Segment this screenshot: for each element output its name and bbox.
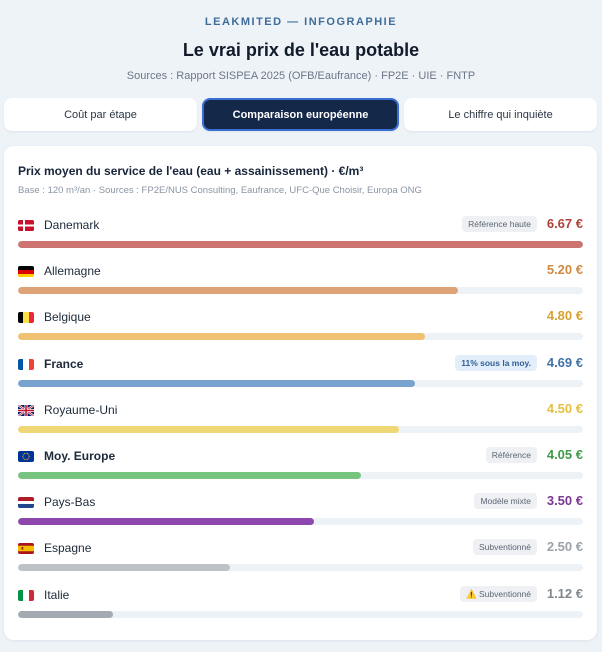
country-name: Moy. Europe bbox=[44, 448, 116, 463]
country-row: France 11% sous la moy. 4.69 € bbox=[18, 351, 583, 397]
bar-track bbox=[18, 333, 583, 341]
sources-line: Sources : Rapport SISPEA 2025 (OFB/Eaufr… bbox=[126, 70, 476, 82]
status-badge: Référence bbox=[485, 446, 537, 463]
country-row: Allemagne 5.20 € bbox=[18, 258, 583, 304]
status-badge: Modèle mixte bbox=[474, 493, 537, 510]
price-value: 6.67 € bbox=[546, 216, 583, 231]
price-value: 4.80 € bbox=[546, 308, 583, 324]
flag-united-kingdom-icon bbox=[18, 404, 34, 416]
price-bar bbox=[18, 333, 425, 341]
price-bar bbox=[18, 287, 459, 295]
country-name: Espagne bbox=[44, 541, 92, 556]
bar-track bbox=[18, 287, 583, 295]
flag-italy-icon bbox=[18, 589, 34, 601]
price-bar bbox=[18, 379, 416, 387]
price-bar bbox=[18, 518, 315, 526]
status-badge: 11% sous la moy. bbox=[455, 354, 537, 371]
price-bar bbox=[18, 241, 583, 248]
price-value: 2.50 € bbox=[546, 539, 583, 555]
country-bar-list: Danemark Référence haute 6.67 € Allemagne 5.… bbox=[18, 212, 583, 628]
bar-track bbox=[18, 379, 583, 387]
price-value: 4.50 € bbox=[546, 400, 583, 416]
country-row: Belgique 4.80 € bbox=[18, 304, 583, 350]
country-name: Pays-Bas bbox=[44, 495, 96, 510]
tab-worrying-figure[interactable]: Le chiffre qui inquiète bbox=[404, 98, 597, 131]
price-value: 5.20 € bbox=[546, 262, 583, 278]
country-name: Royaume-Uni bbox=[44, 402, 118, 417]
price-value: 3.50 € bbox=[546, 493, 583, 509]
flag-belgium-icon bbox=[18, 312, 34, 324]
flag-france-icon bbox=[18, 358, 34, 370]
tab-european-comparison[interactable]: Comparaison européenne bbox=[202, 98, 399, 131]
price-bar bbox=[18, 425, 400, 433]
country-row: Royaume-Uni 4.50 € bbox=[18, 397, 583, 443]
card-title: Prix moyen du service de l'eau (eau + as… bbox=[18, 164, 364, 178]
country-row: Pays-Bas Modèle mixte 3.50 € bbox=[18, 489, 583, 535]
page-header: LEAKMITED — INFOGRAPHIE Le vrai prix de … bbox=[0, 0, 602, 83]
price-value: 4.69 € bbox=[546, 354, 583, 370]
card-subtitle: Base : 120 m³/an · Sources : FP2E/NUS Co… bbox=[18, 185, 422, 196]
country-name: Belgique bbox=[44, 310, 91, 325]
tab-cost-per-step[interactable]: Coût par étape bbox=[4, 98, 197, 131]
bar-track bbox=[18, 610, 583, 618]
bar-track bbox=[18, 518, 583, 526]
country-row: Moy. Europe Référence 4.05 € bbox=[18, 443, 583, 489]
price-value: 4.05 € bbox=[546, 446, 583, 462]
bar-track bbox=[18, 564, 583, 572]
country-name: Allemagne bbox=[44, 264, 101, 279]
brand-label: LEAKMITED — INFOGRAPHIE bbox=[204, 16, 398, 28]
country-name: France bbox=[44, 356, 84, 371]
country-row: Italie ⚠️ Subventionné 1.12 € bbox=[18, 582, 583, 628]
country-name: Italie bbox=[44, 587, 70, 602]
tab-bar: Coût par étape Comparaison européenne Le… bbox=[4, 98, 597, 131]
price-bar bbox=[18, 471, 362, 479]
page-title: Le vrai prix de l'eau potable bbox=[182, 40, 420, 60]
status-badge: Référence haute bbox=[462, 216, 537, 232]
country-row: Espagne Subventionné 2.50 € bbox=[18, 535, 583, 581]
country-row: Danemark Référence haute 6.67 € bbox=[18, 212, 583, 258]
bar-track bbox=[18, 471, 583, 479]
flag-europe-icon bbox=[18, 450, 34, 462]
flag-germany-icon bbox=[18, 266, 34, 278]
bar-track bbox=[18, 425, 583, 433]
bar-track bbox=[18, 241, 583, 248]
country-name: Danemark bbox=[44, 218, 100, 232]
price-value: 1.12 € bbox=[546, 585, 583, 601]
price-bar bbox=[18, 564, 230, 572]
flag-netherlands-icon bbox=[18, 497, 34, 509]
flag-denmark-icon bbox=[18, 220, 34, 231]
price-bar bbox=[18, 610, 113, 618]
flag-spain-icon bbox=[18, 543, 34, 555]
comparison-card: Prix moyen du service de l'eau (eau + as… bbox=[4, 146, 597, 640]
status-badge: ⚠️ Subventionné bbox=[460, 585, 537, 602]
status-badge: Subventionné bbox=[473, 539, 537, 556]
